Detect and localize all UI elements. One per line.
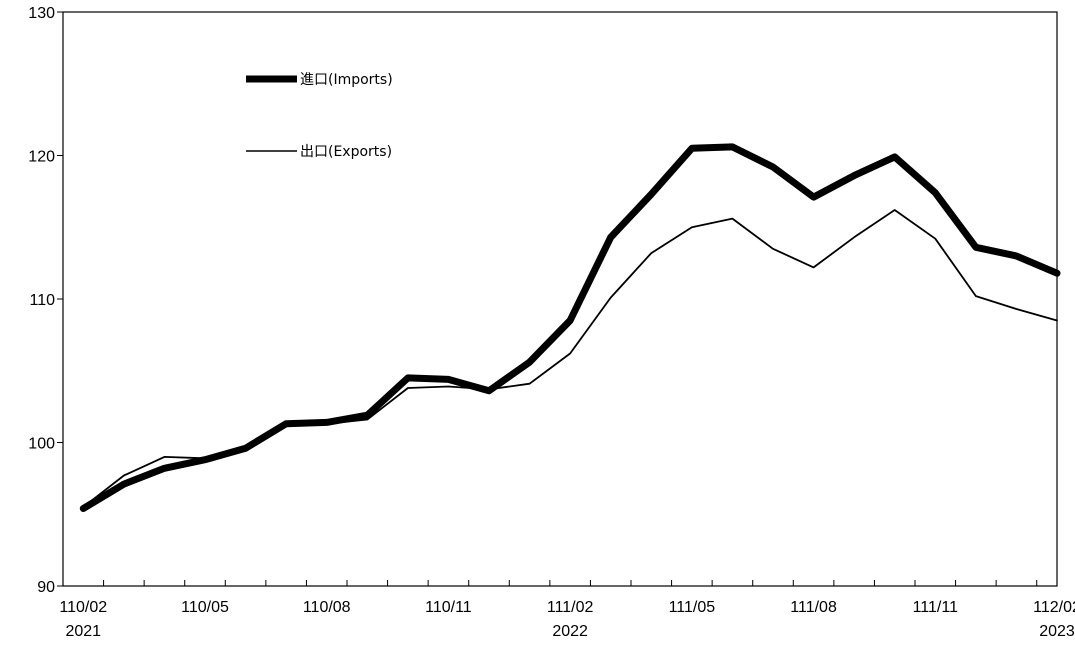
y-axis: 90 100 110 120 130 [28,5,63,596]
series-line-exports [82,209,1058,509]
y-tick-label: 110 [29,292,55,309]
y-tick-label: 90 [37,579,55,596]
x-tick-label: 110/08 [303,599,351,616]
x-tick-year-label: 2022 [552,623,588,640]
y-tick-label: 130 [28,5,55,22]
x-tick-label: 111/02 [547,599,594,616]
x-tick-label: 110/11 [425,599,472,616]
series-line-imports [79,143,1061,512]
x-tick-label: 111/11 [913,599,958,616]
plot-frame [62,11,1058,587]
x-tick-label: 110/02 [59,599,107,616]
x-tick-label: 110/05 [181,599,229,616]
series-layer [79,143,1061,512]
x-tick-label: 112/02 [1033,599,1075,616]
legend: 進口(Imports) 出口(Exports) [246,72,393,160]
legend-label-exports: 出口(Exports) [300,144,392,160]
x-tick-label: 111/05 [669,599,716,616]
x-axis: 110/02 2021 110/05 110/08 110/11 111/02 2022 11… [59,580,1075,640]
y-tick-label: 100 [28,436,55,453]
x-tick-label: 111/08 [790,599,837,616]
y-tick-label: 120 [28,149,55,166]
plot-area [62,11,1058,587]
x-tick-year-label: 2021 [65,623,101,640]
legend-label-imports: 進口(Imports) [300,72,393,88]
x-tick-year-label: 2023 [1039,623,1075,640]
